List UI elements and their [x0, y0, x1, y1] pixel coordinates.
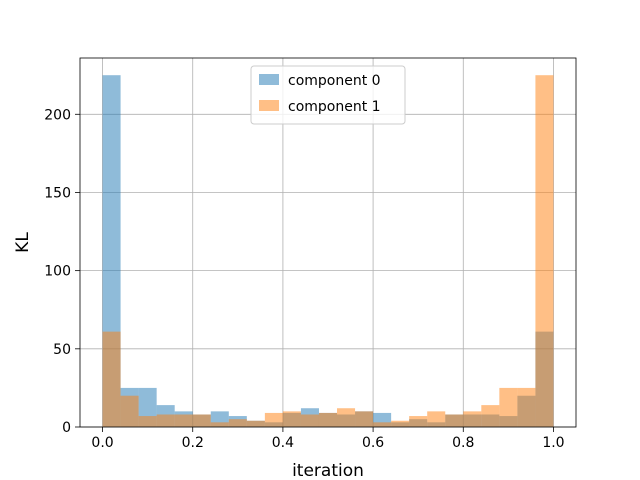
histogram-bar-series-1: [499, 387, 518, 427]
axes-frame: [79, 57, 577, 428]
histogram-bar-series-1: [282, 411, 301, 427]
histogram-bar-series-1: [228, 419, 247, 427]
histogram-bar-series-1: [535, 75, 554, 427]
x-tick-label: 1.0: [542, 435, 564, 451]
bars: [102, 75, 554, 427]
y-tick-label: 50: [53, 342, 71, 358]
histogram-bar-series-1: [210, 422, 229, 427]
y-tick-label: 0: [62, 420, 71, 436]
histogram-bar-series-1: [427, 411, 446, 427]
histogram-bar-series-1: [102, 331, 121, 427]
histogram-bar-series-1: [463, 411, 482, 427]
axes: 0.0 0.2 0.4 0.6 0.8 1.0 0 50 100 150 200 iteration K…: [13, 57, 577, 480]
legend-entry-label: component 0: [288, 73, 381, 89]
histogram-bar-series-1: [517, 387, 536, 427]
histogram-bar-series-1: [246, 420, 265, 427]
histogram-bar-series-1: [156, 414, 175, 427]
histogram-bar-series-1: [174, 414, 193, 427]
histogram-bar-series-1: [318, 412, 338, 427]
x-axis-label: iteration: [292, 461, 364, 480]
legend-entry-label: component 1: [288, 99, 381, 115]
x-tick-label: 0.2: [182, 435, 204, 451]
x-tick-label: 0.4: [272, 435, 294, 451]
histogram-bar-series-1: [264, 412, 283, 427]
x-tick-label: 0.0: [91, 435, 113, 451]
histogram-bar-series-1: [391, 420, 410, 427]
y-tick-label: 100: [44, 264, 71, 280]
x-tick-label: 0.8: [452, 435, 474, 451]
x-tick-label: 0.6: [362, 435, 384, 451]
histogram-bar-series-1: [192, 414, 211, 427]
histogram-bar-series-1: [409, 416, 428, 427]
histogram-bar-series-1: [120, 395, 139, 427]
y-tick-label: 150: [44, 185, 71, 201]
legend: component 0 component 1: [250, 65, 406, 125]
legend-swatch: [259, 100, 279, 111]
legend-swatch: [259, 74, 279, 85]
y-tick-label: 200: [44, 107, 71, 123]
y-axis-label: KL: [13, 232, 33, 253]
histogram-bar-series-1: [355, 411, 374, 427]
legend-box: [250, 65, 406, 125]
histogram-bar-series-1: [337, 408, 356, 427]
histogram-bar-series-1: [373, 422, 392, 427]
histogram-bar-series-1: [445, 414, 464, 427]
histogram-bar-series-1: [300, 414, 319, 427]
histogram-bar-series-1: [138, 416, 157, 427]
histogram-bar-series-1: [481, 405, 500, 427]
